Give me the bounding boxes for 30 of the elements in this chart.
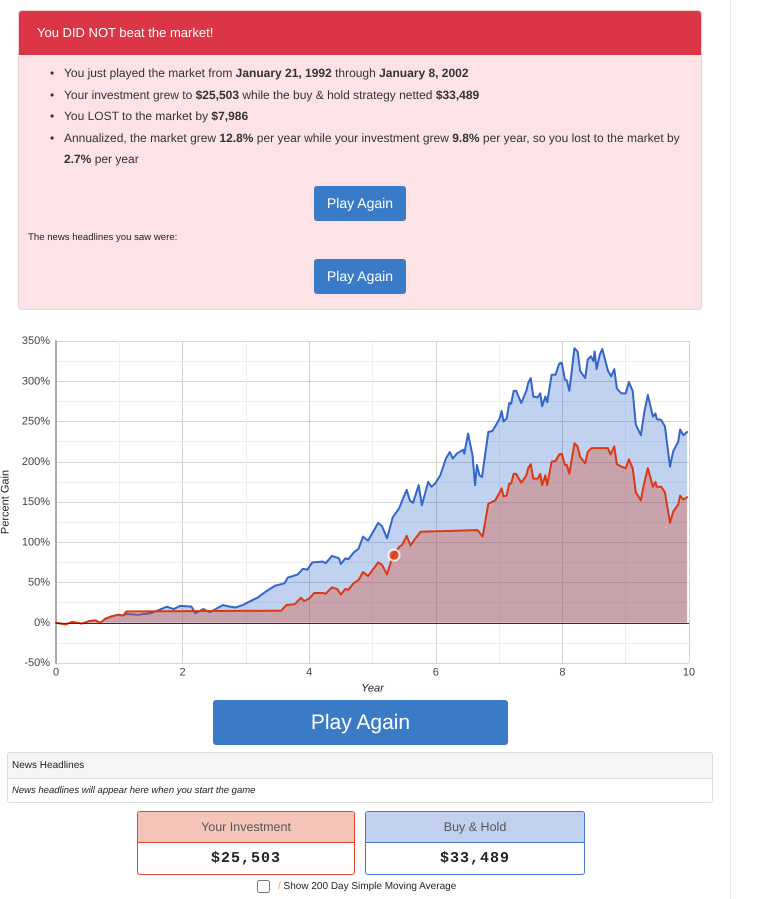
text: • You LOST to the market by $7,986 [50, 108, 250, 125]
text: • Your investment grew to $25,503 while the buy & hold strategy netted $33,489 [50, 86, 480, 104]
x-tick-label: 8 [559, 666, 566, 678]
text: You DID NOT beat the market! [19, 11, 701, 55]
x-tick-label: 0 [52, 666, 60, 678]
text: • You just played the market from January 21, 1992 through January 8, 2002 [50, 65, 470, 82]
text: • Annualized, the market grew 12.8% per year while your investment grew 9.8% per year, so you lost to the market by 2.7% per year [50, 130, 680, 166]
y-tick-label: 350% [22, 335, 50, 347]
y-tick-label: 200% [22, 456, 50, 468]
x-tick-label: 10 [682, 666, 696, 678]
x-tick-label: 6 [432, 666, 439, 678]
text: $25,503 [210, 849, 282, 869]
text: News headlines will appear here when you start the game [11, 784, 256, 798]
y-tick-label: -50% [24, 657, 50, 669]
text: / Show 200 Day Simple Moving Average [278, 880, 456, 892]
y-tick-label: 50% [28, 576, 50, 588]
text: $33,489 [438, 849, 511, 869]
text: Buy & Hold [366, 812, 584, 843]
text: Your Investment [138, 812, 354, 843]
y-tick-label: 150% [22, 496, 50, 508]
y-tick-label: 300% [22, 375, 50, 388]
text: News Headlines [8, 753, 712, 779]
y-tick-label: 0% [34, 616, 50, 629]
text: The news headlines you saw were: [28, 232, 178, 244]
x-tick-label: 2 [180, 666, 186, 678]
x-axis-title: Year [361, 682, 386, 694]
y-axis-title: Percent Gain [0, 470, 12, 534]
x-tick-label: 4 [306, 666, 312, 678]
y-tick-label: 250% [22, 416, 50, 428]
y-tick-label: 100% [22, 536, 50, 548]
